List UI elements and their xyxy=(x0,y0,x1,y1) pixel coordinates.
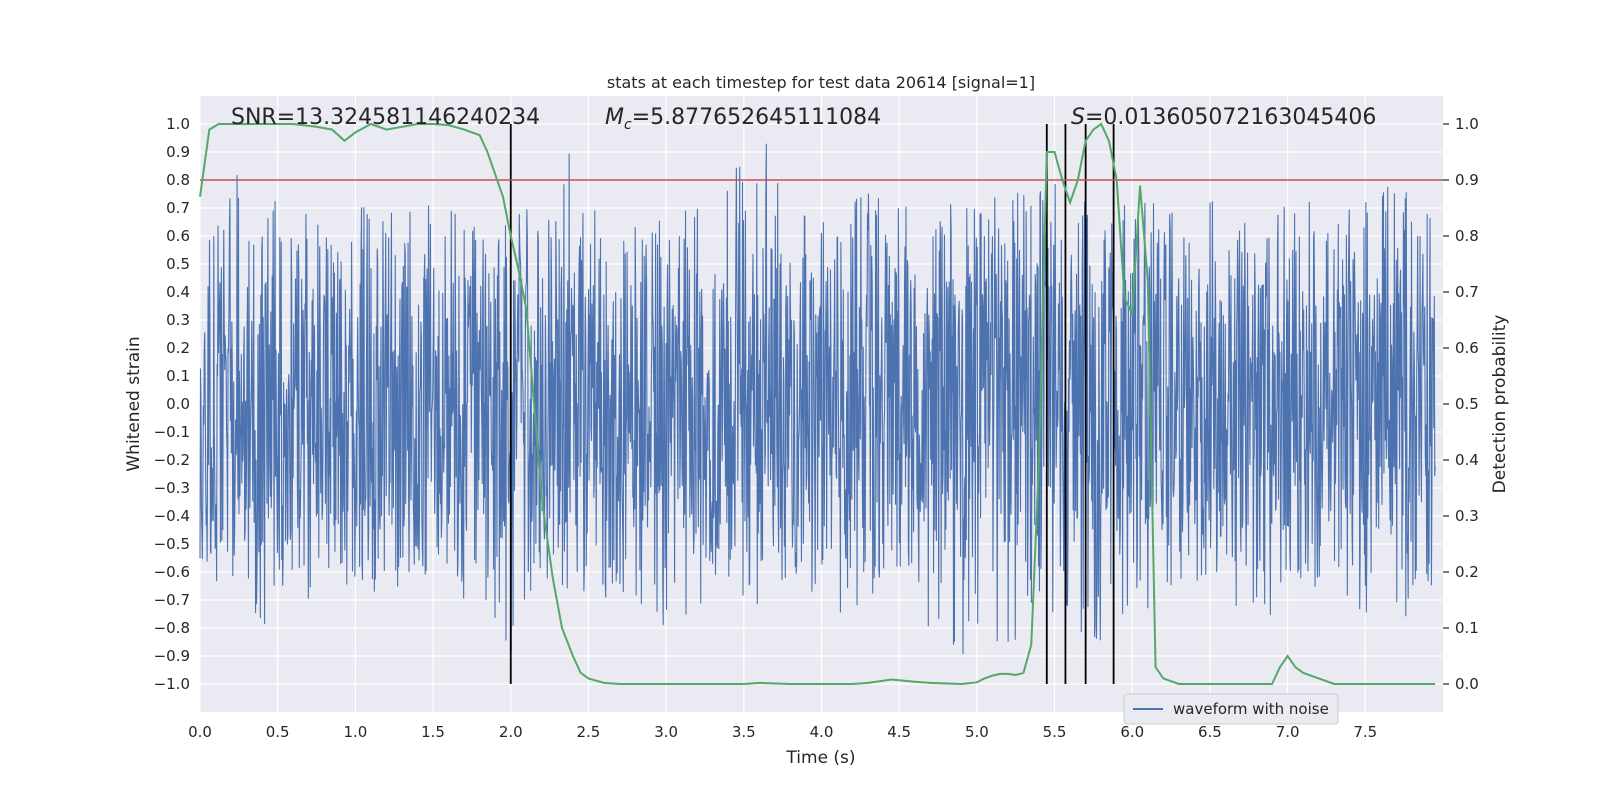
x-tick-label: 5.0 xyxy=(965,723,989,741)
y-tick-label: 0.0 xyxy=(166,395,190,413)
x-tick-label: 3.5 xyxy=(732,723,756,741)
x-tick-label: 0.0 xyxy=(188,723,212,741)
y2-tick-label: 0.8 xyxy=(1455,227,1479,245)
s-annotation: S=0.013605072163045406 xyxy=(1071,105,1376,130)
y2-tick-label: 0.1 xyxy=(1455,619,1479,637)
y-tick-label: −0.4 xyxy=(154,507,190,525)
y-tick-label: −0.9 xyxy=(154,647,190,665)
y2-tick-label: 0.5 xyxy=(1455,395,1479,413)
x-tick-label: 2.5 xyxy=(577,723,601,741)
y-tick-label: −0.3 xyxy=(154,479,190,497)
y2-axis-label: Detection probability xyxy=(1490,315,1510,494)
y2-tick-label: 0.6 xyxy=(1455,339,1479,357)
chart-title: stats at each timestep for test data 206… xyxy=(607,73,1035,92)
y-tick-label: 0.1 xyxy=(166,367,190,385)
s-symbol: S xyxy=(1071,105,1085,130)
probability-series xyxy=(199,122,1436,686)
y2-tick-label: 0.2 xyxy=(1455,563,1479,581)
y2-tick-label: 0.3 xyxy=(1455,507,1479,525)
x-tick-label: 1.5 xyxy=(421,723,445,741)
y-tick-label: 0.5 xyxy=(166,255,190,273)
vertical-markers xyxy=(509,124,1115,684)
y-tick-label: −0.7 xyxy=(154,591,190,609)
y-tick-label: 0.4 xyxy=(166,283,190,301)
y-tick-label: −0.6 xyxy=(154,563,190,581)
probability-line xyxy=(199,122,1436,686)
x-tick-label: 1.0 xyxy=(343,723,367,741)
y-tick-label: −0.8 xyxy=(154,619,190,637)
s-value: =0.013605072163045406 xyxy=(1085,105,1376,130)
x-tick-label: 7.5 xyxy=(1353,723,1377,741)
y-tick-label: 0.3 xyxy=(166,311,190,329)
y-tick-label: −0.5 xyxy=(154,535,190,553)
x-tick-label: 4.0 xyxy=(810,723,834,741)
y-tick-label: −1.0 xyxy=(154,675,190,693)
x-axis: 0.0 0.5 1.0 1.5 2.0 2.5 3.0 3.5 4.0 4.5 5.0 5.5 6.0 6… xyxy=(188,723,1377,741)
y-axis-label: Whitened strain xyxy=(124,336,144,471)
y2-tick-label: 0.4 xyxy=(1455,451,1479,469)
waveform-line xyxy=(199,143,1436,655)
x-tick-label: 7.0 xyxy=(1276,723,1300,741)
y-tick-label: 0.9 xyxy=(166,143,190,161)
x-tick-label: 5.5 xyxy=(1043,723,1067,741)
x-tick-label: 3.0 xyxy=(654,723,678,741)
chirp-mass-subscript: c xyxy=(624,117,632,133)
x-tick-label: 0.5 xyxy=(266,723,290,741)
y-tick-label: −0.1 xyxy=(154,423,190,441)
y2-tick-label: 0.9 xyxy=(1455,171,1479,189)
y-tick-label: 0.2 xyxy=(166,339,190,357)
chirp-mass-value: =5.877652645111084 xyxy=(632,105,881,130)
x-tick-label: 6.0 xyxy=(1120,723,1144,741)
legend-box xyxy=(1123,693,1339,725)
y-tick-label: 0.8 xyxy=(166,171,190,189)
x-tick-label: 2.0 xyxy=(499,723,523,741)
x-tick-label: 6.5 xyxy=(1198,723,1222,741)
y-axis-right: 1.0 0.9 0.8 0.7 0.6 0.5 0.4 0.3 0.2 0.1 0.0 xyxy=(1443,115,1479,693)
y2-tick-label: 0.7 xyxy=(1455,283,1479,301)
snr-annotation: SNR=13.324581146240234 xyxy=(231,105,540,130)
legend-label: waveform with noise xyxy=(1173,700,1329,718)
y2-tick-label: 1.0 xyxy=(1455,115,1479,133)
y-tick-label: −0.2 xyxy=(154,451,190,469)
legend: waveform with noise xyxy=(1123,693,1339,725)
waveform-series xyxy=(199,143,1436,655)
x-axis-label: Time (s) xyxy=(785,748,855,768)
y2-tick-label: 0.0 xyxy=(1455,675,1479,693)
chirp-mass-symbol: M xyxy=(605,105,624,130)
y-tick-label: 0.7 xyxy=(166,199,190,217)
y-axis-left: 1.0 0.9 0.8 0.7 0.6 0.5 0.4 0.3 0.2 0.1 0.0 −0.1 −0.… xyxy=(154,115,190,693)
x-tick-label: 4.5 xyxy=(887,723,911,741)
y-tick-label: 0.6 xyxy=(166,227,190,245)
chirp-mass-annotation: Mc=5.877652645111084 xyxy=(605,105,881,133)
y-tick-label: 1.0 xyxy=(166,115,190,133)
